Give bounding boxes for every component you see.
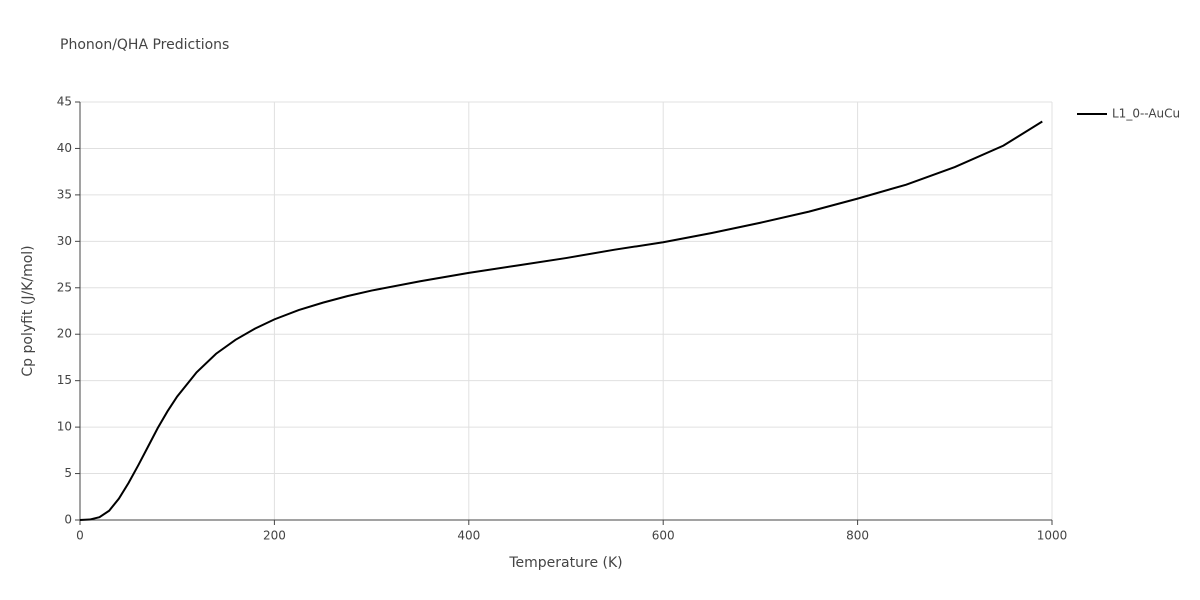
y-tick-label: 40 xyxy=(57,141,72,155)
y-tick-label: 45 xyxy=(57,95,72,109)
data-line xyxy=(79,120,1043,521)
y-tick-label: 35 xyxy=(57,187,72,201)
chart-title: Phonon/QHA Predictions xyxy=(60,37,229,53)
x-axis-label: Temperature (K) xyxy=(508,555,622,571)
y-axis-label: Cp polyfit (J/K/mol) xyxy=(20,245,36,376)
x-tick-label: 200 xyxy=(263,529,286,543)
legend-label: L1_0--AuCu xyxy=(1112,107,1180,121)
y-tick-label: 30 xyxy=(57,234,72,248)
x-tick-label: 600 xyxy=(652,529,675,543)
y-tick-label: 5 xyxy=(64,466,72,480)
x-tick-label: 800 xyxy=(846,529,869,543)
x-tick-label: 400 xyxy=(457,529,480,543)
y-tick-label: 0 xyxy=(64,513,72,527)
x-tick-label: 0 xyxy=(76,529,84,543)
y-tick-label: 10 xyxy=(57,420,72,434)
y-tick-label: 15 xyxy=(57,373,72,387)
x-tick-label: 1000 xyxy=(1037,529,1068,543)
y-tick-label: 20 xyxy=(57,327,72,341)
y-tick-label: 25 xyxy=(57,280,72,294)
